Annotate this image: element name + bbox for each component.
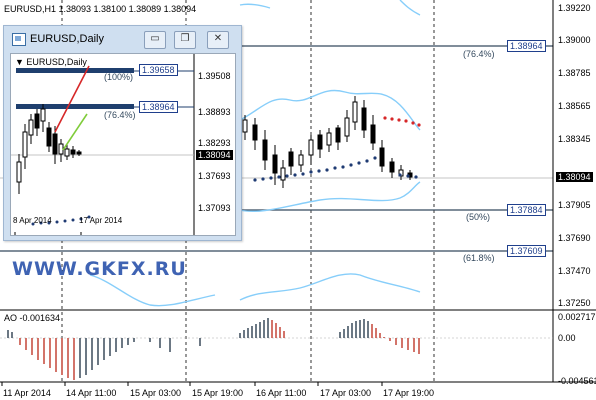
date-ticks: [1, 382, 383, 386]
daily-chart-window[interactable]: EURUSD,Daily ▭ ❐ ✕: [3, 25, 242, 241]
fibo-lines: [0, 45, 553, 252]
date-label: 16 Apr 11:00: [256, 388, 307, 398]
daily-price-label: 1.38893: [198, 107, 231, 117]
fibo-level-label: (50%): [466, 212, 491, 222]
current-price-label: 1.38094: [556, 172, 593, 182]
date-label: 15 Apr 03:00: [130, 388, 182, 398]
daily-fibo-level-label: (100%): [104, 72, 134, 82]
date-label: 11 Apr 2014: [3, 388, 51, 398]
daily-symbol-text: EURUSD,Daily: [26, 57, 87, 67]
ao-histogram: [0, 318, 553, 380]
daily-fibo-level-label: (76.4%): [104, 110, 136, 120]
daily-current-price-label: 1.38094: [196, 150, 233, 160]
daily-date-label: 17 Apr 2014: [79, 216, 123, 225]
price-label: 1.39220: [558, 3, 591, 13]
fibo-level-label: (61.8%): [463, 253, 495, 263]
daily-date-label: 8 Apr 2014: [13, 216, 52, 225]
price-label: 1.38785: [558, 68, 591, 78]
restore-button[interactable]: ❐: [174, 31, 196, 49]
date-label: 17 Apr 03:00: [320, 388, 372, 398]
minimize-button[interactable]: ▭: [144, 31, 166, 49]
daily-price-label: 1.37693: [198, 171, 231, 181]
price-label: 1.39000: [558, 35, 591, 45]
chart-window-icon: [12, 33, 26, 46]
window-titlebar[interactable]: EURUSD,Daily ▭ ❐ ✕: [4, 26, 241, 52]
window-title: EURUSD,Daily: [30, 33, 104, 45]
price-label: 1.38565: [558, 101, 591, 111]
parabolic-sar: [253, 156, 418, 182]
day-separators: [61, 0, 435, 382]
fibo-price-box: 1.37609: [507, 245, 546, 257]
ao-price-label: -0.004561: [558, 376, 596, 386]
daily-chart-area[interactable]: ▼ EURUSD,Daily (100%) 1.39658 (76.4%) 1.…: [10, 53, 236, 236]
ao-price-label: 0.002717: [558, 312, 596, 322]
parabolic-sar-down: [383, 116, 421, 127]
daily-price-label: 1.39508: [198, 71, 231, 81]
price-label: 1.37905: [558, 200, 591, 210]
daily-fibo-price-box: 1.39658: [139, 64, 178, 76]
candles: [242, 96, 413, 188]
daily-price-label: 1.37093: [198, 203, 231, 213]
bollinger-bands: [89, 0, 421, 307]
fibo-level-label: (76.4%): [463, 49, 495, 59]
price-label: 1.37470: [558, 266, 591, 276]
date-label: 15 Apr 19:00: [192, 388, 244, 398]
close-button[interactable]: ✕: [207, 31, 229, 49]
fibo-price-box: 1.38964: [507, 40, 546, 52]
ao-indicator-label: AO -0.001634: [4, 313, 61, 323]
daily-symbol-line: ▼ EURUSD,Daily: [15, 57, 87, 67]
main-symbol-line: EURUSD,H1 1.38093 1.38100 1.38089 1.3809…: [4, 4, 197, 14]
price-label: 1.37690: [558, 233, 591, 243]
ao-price-label: 0.00: [558, 333, 576, 343]
daily-fibo-price-box: 1.38964: [139, 101, 178, 113]
fibo-price-box: 1.37884: [507, 204, 546, 216]
date-label: 14 Apr 11:00: [66, 388, 117, 398]
date-label: 17 Apr 19:00: [383, 388, 435, 398]
price-label: 1.38345: [558, 134, 591, 144]
watermark: WWW.GKFX.RU: [12, 258, 187, 280]
price-label: 1.37250: [558, 298, 591, 308]
daily-price-label: 1.38293: [198, 138, 231, 148]
